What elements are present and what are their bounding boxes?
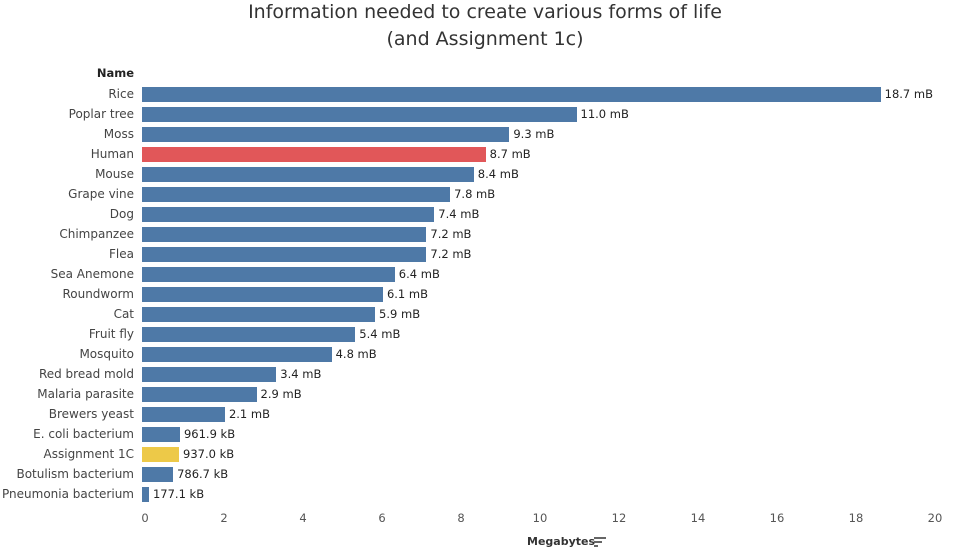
category-label: Red bread mold xyxy=(38,367,134,381)
x-tick-label: 14 xyxy=(690,511,706,525)
data-label: 7.2 mB xyxy=(430,247,472,261)
data-label: 9.3 mB xyxy=(513,127,555,141)
category-label: E. coli bacterium xyxy=(33,427,134,441)
bar[interactable] xyxy=(142,367,277,382)
category-label: Assignment 1C xyxy=(43,447,134,461)
data-label: 786.7 kB xyxy=(177,467,229,481)
x-tick-label: 4 xyxy=(299,511,307,525)
bar[interactable] xyxy=(142,347,332,362)
data-label: 8.4 mB xyxy=(477,167,519,181)
bar[interactable] xyxy=(142,247,427,262)
category-label: Mouse xyxy=(95,167,134,181)
data-label: 5.4 mB xyxy=(359,327,401,341)
category-label: Brewers yeast xyxy=(48,407,134,421)
data-label: 937.0 kB xyxy=(183,447,235,461)
category-label: Human xyxy=(90,147,134,161)
data-label: 961.9 kB xyxy=(183,427,236,441)
bar[interactable] xyxy=(142,447,179,462)
data-label: 18.7 mB xyxy=(884,87,933,101)
category-label: Pneumonia bacterium xyxy=(2,487,134,501)
x-tick-label: 12 xyxy=(611,511,627,525)
category-label: Poplar tree xyxy=(68,107,134,121)
category-label: Moss xyxy=(103,127,134,141)
data-label: 6.1 mB xyxy=(386,287,428,301)
bar[interactable] xyxy=(142,187,451,202)
bar[interactable] xyxy=(142,307,376,322)
bar[interactable] xyxy=(142,467,174,482)
category-label: Mosquito xyxy=(79,347,134,361)
data-label: 2.1 mB xyxy=(228,407,270,421)
data-label: 4.8 mB xyxy=(335,347,377,361)
bar[interactable] xyxy=(142,147,486,162)
data-label: 2.9 mB xyxy=(260,387,302,401)
category-label: Grape vine xyxy=(68,187,134,201)
x-tick-label: 16 xyxy=(769,511,785,525)
category-label: Malaria parasite xyxy=(37,387,134,401)
bar[interactable] xyxy=(142,107,577,122)
bar[interactable] xyxy=(142,287,383,302)
category-label: Dog xyxy=(109,207,134,221)
bar[interactable] xyxy=(142,267,395,282)
category-label: Flea xyxy=(109,247,134,261)
category-label: Fruit fly xyxy=(88,327,134,341)
sort-descending-icon[interactable] xyxy=(594,537,606,547)
data-label: 6.4 mB xyxy=(398,267,440,281)
x-tick-label: 6 xyxy=(378,511,386,525)
chart-subtitle: (and Assignment 1c) xyxy=(386,28,584,50)
category-label: Chimpanzee xyxy=(59,227,134,241)
category-label: Cat xyxy=(113,307,134,321)
bar[interactable] xyxy=(142,207,435,222)
category-label: Rice xyxy=(108,87,134,101)
data-label: 7.2 mB xyxy=(430,227,472,241)
chart-title: Information needed to create various for… xyxy=(248,1,722,23)
bar[interactable] xyxy=(142,387,257,402)
data-label: 177.1 kB xyxy=(152,487,205,501)
bar[interactable] xyxy=(142,167,474,182)
category-label: Sea Anemone xyxy=(50,267,134,281)
bar[interactable] xyxy=(142,127,510,142)
data-label: 8.7 mB xyxy=(489,147,531,161)
x-tick-label: 2 xyxy=(220,511,228,525)
bar[interactable] xyxy=(142,407,225,422)
category-label: Roundworm xyxy=(62,287,134,301)
data-label: 5.9 mB xyxy=(379,307,421,321)
x-tick-label: 20 xyxy=(927,511,943,525)
x-axis-title[interactable]: Megabytes xyxy=(527,535,596,548)
category-label: Botulism bacterium xyxy=(16,467,134,481)
row-header[interactable]: Name xyxy=(96,66,134,80)
x-tick-label: 18 xyxy=(848,511,864,525)
x-tick-label: 0 xyxy=(141,511,149,525)
bar[interactable] xyxy=(142,87,881,102)
x-tick-label: 8 xyxy=(457,511,465,525)
bar[interactable] xyxy=(142,487,149,502)
data-label: 7.8 mB xyxy=(454,187,496,201)
bar[interactable] xyxy=(142,427,180,442)
data-label: 7.4 mB xyxy=(438,207,480,221)
bar[interactable] xyxy=(142,327,356,342)
x-tick-label: 10 xyxy=(532,511,548,525)
bar[interactable] xyxy=(142,227,427,242)
data-label: 11.0 mB xyxy=(580,107,629,121)
data-label: 3.4 mB xyxy=(280,367,322,381)
